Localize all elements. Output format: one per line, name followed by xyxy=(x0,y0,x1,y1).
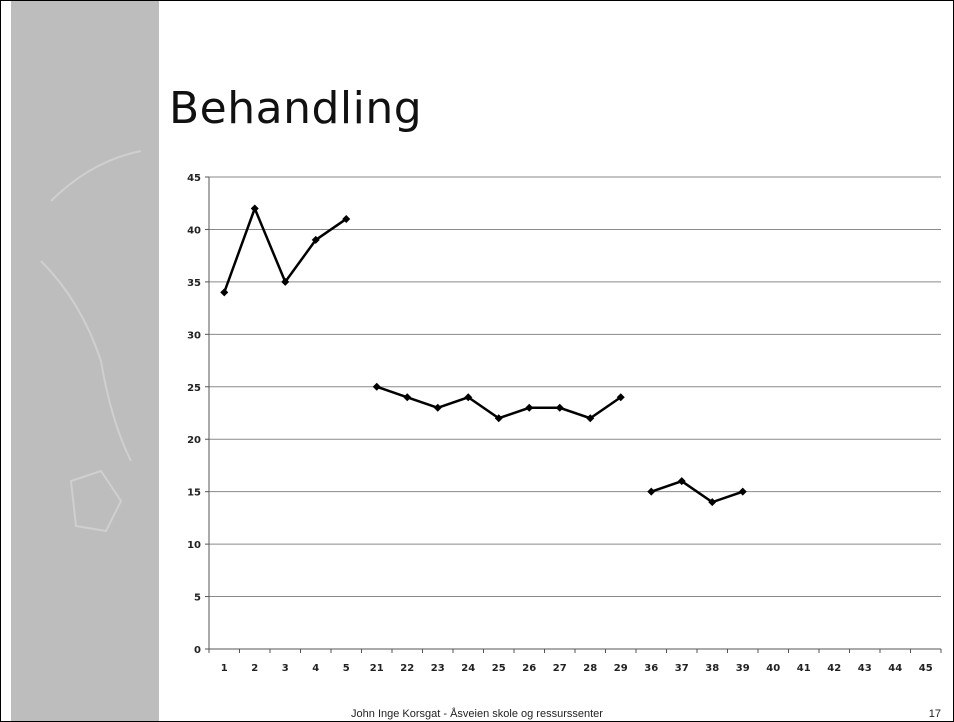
x-tick-label: 1 xyxy=(221,663,228,674)
x-tick-label: 27 xyxy=(553,663,567,674)
x-tick-label: 22 xyxy=(400,663,414,674)
data-point xyxy=(403,393,412,402)
series-line-segment xyxy=(376,385,622,420)
x-tick-label: 38 xyxy=(705,663,719,674)
data-point xyxy=(250,204,259,213)
x-tick-label: 39 xyxy=(736,663,750,674)
series-line-segment xyxy=(650,479,744,504)
data-point xyxy=(372,382,381,391)
data-point xyxy=(616,393,625,402)
x-tick-label: 28 xyxy=(583,663,597,674)
data-point xyxy=(464,393,473,402)
data-point xyxy=(647,487,656,496)
page-number: 17 xyxy=(928,708,941,720)
y-tick-label: 10 xyxy=(187,540,201,551)
y-tick-label: 20 xyxy=(187,435,201,446)
y-tick-label: 5 xyxy=(194,593,201,604)
x-tick-label: 44 xyxy=(888,663,902,674)
x-tick-label: 5 xyxy=(343,663,350,674)
x-tick-label: 42 xyxy=(827,663,841,674)
y-tick-label: 45 xyxy=(187,173,201,184)
x-tick-label: 2 xyxy=(251,663,258,674)
y-tick-label: 40 xyxy=(187,225,201,236)
x-tick-label: 26 xyxy=(522,663,536,674)
x-tick-label: 3 xyxy=(282,663,289,674)
slide-title: Behandling xyxy=(169,83,423,134)
y-tick-label: 25 xyxy=(187,383,201,394)
data-point xyxy=(586,414,595,423)
data-point xyxy=(525,403,534,412)
data-point xyxy=(494,414,503,423)
data-point xyxy=(677,477,686,486)
y-tick-label: 35 xyxy=(187,278,201,289)
data-point xyxy=(220,288,229,297)
y-tick-label: 0 xyxy=(194,645,201,656)
x-tick-label: 25 xyxy=(492,663,506,674)
data-point xyxy=(311,235,320,244)
x-tick-label: 45 xyxy=(919,663,933,674)
x-tick-label: 37 xyxy=(675,663,689,674)
decorative-watermark xyxy=(40,150,142,533)
x-tick-label: 21 xyxy=(370,663,384,674)
x-tick-label: 4 xyxy=(312,663,319,674)
sidebar-panel xyxy=(11,1,159,721)
y-tick-label: 15 xyxy=(187,488,201,499)
data-point xyxy=(708,498,717,507)
data-point xyxy=(738,487,747,496)
y-tick-label: 30 xyxy=(187,330,201,341)
data-point xyxy=(281,277,290,286)
x-tick-label: 24 xyxy=(461,663,475,674)
data-point xyxy=(433,403,442,412)
x-tick-label: 29 xyxy=(614,663,628,674)
data-point xyxy=(342,214,351,223)
x-tick-label: 43 xyxy=(858,663,872,674)
slide-footer: John Inge Korsgat - Åsveien skole og res… xyxy=(351,708,603,720)
x-tick-label: 40 xyxy=(766,663,780,674)
data-point xyxy=(555,403,564,412)
x-tick-label: 23 xyxy=(431,663,445,674)
x-tick-label: 36 xyxy=(644,663,658,674)
x-tick-label: 41 xyxy=(797,663,811,674)
